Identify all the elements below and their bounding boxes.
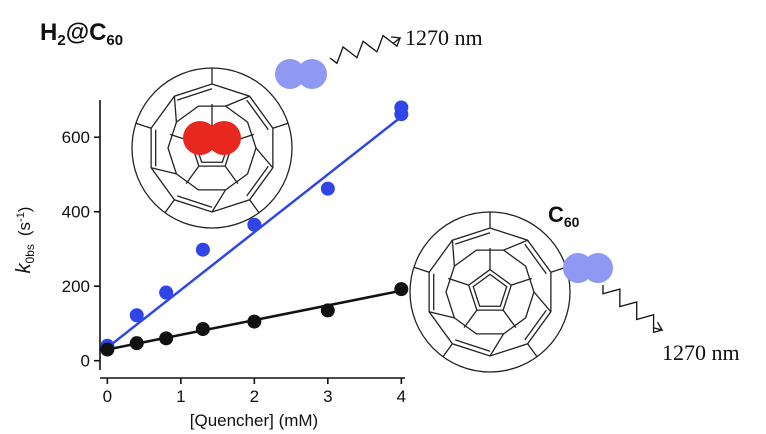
fit-line — [106, 115, 403, 349]
data-point — [320, 181, 335, 196]
data-point — [195, 322, 210, 337]
compound-label: H2@C60 — [40, 19, 123, 49]
fullerene-edge — [533, 291, 552, 313]
fullerene-edge — [246, 99, 269, 131]
hydrogen — [207, 121, 241, 155]
y-axis-label: k0bs(s-1) — [13, 207, 37, 274]
data-point — [195, 242, 210, 257]
compound-label: C60 — [548, 202, 580, 230]
data-point — [247, 217, 262, 232]
x-tick-label: 3 — [323, 387, 332, 406]
data-point — [394, 107, 409, 122]
data-point — [247, 314, 262, 329]
data-point — [159, 285, 174, 300]
fullerene-edge — [185, 165, 200, 184]
fullerene-edge — [527, 343, 538, 358]
illustration — [131, 34, 664, 373]
data-point — [100, 342, 115, 357]
fullerene-edge — [177, 195, 213, 208]
fullerene-edge — [442, 343, 453, 358]
data-point — [129, 308, 144, 323]
y-tick-label: 400 — [62, 203, 90, 222]
fullerene-face — [472, 273, 508, 307]
fullerene-edge — [173, 96, 178, 123]
fullerene-edge — [177, 88, 213, 101]
fullerene-edge — [135, 122, 152, 129]
x-axis-label: [Quencher] (mM) — [190, 411, 318, 430]
fullerene-edge — [225, 95, 250, 107]
fullerene-edge — [211, 189, 227, 213]
y-tick-label: 200 — [62, 277, 90, 296]
fullerene-edge — [463, 309, 478, 328]
data-point — [394, 282, 409, 297]
fullerene-edge — [224, 165, 239, 184]
data-point — [129, 336, 144, 351]
arrow-head — [390, 36, 402, 45]
data-point — [159, 331, 174, 346]
fullerene-edge — [255, 147, 274, 169]
photon — [329, 34, 401, 65]
fullerene-edge — [413, 266, 430, 273]
fullerene-edge — [455, 339, 491, 352]
x-tick-label: 1 — [176, 387, 185, 406]
fullerene-face — [428, 227, 552, 357]
fullerene-edge — [503, 239, 528, 251]
fullerene-edge — [524, 309, 547, 341]
oxygen — [275, 59, 305, 89]
hydrogen — [183, 121, 217, 155]
fullerene-edge — [249, 199, 260, 214]
fullerene-edge — [447, 277, 469, 286]
fullerene-edge — [246, 165, 269, 197]
fullerene-edge — [511, 277, 533, 286]
fullerene-face — [467, 268, 513, 311]
data-point — [320, 303, 335, 318]
x-tick-label: 2 — [250, 387, 259, 406]
x-tick-label: 4 — [397, 387, 406, 406]
emission-label: 1270 nm — [405, 25, 483, 50]
emission-label: 1270 nm — [662, 340, 740, 365]
fullerene-edge — [455, 232, 491, 245]
y-tick-label: 0 — [81, 352, 90, 371]
fullerene-edge — [150, 167, 177, 175]
photon — [602, 284, 663, 334]
fullerene-edge — [502, 309, 517, 328]
y-tick-label: 600 — [62, 128, 90, 147]
fullerene-edge — [451, 240, 456, 267]
oxygen — [297, 59, 327, 89]
fullerene-edge — [524, 243, 547, 275]
fullerene-edge — [164, 199, 175, 214]
fullerene-edge — [272, 122, 289, 129]
x-tick-label: 0 — [103, 387, 112, 406]
oxygen — [583, 253, 613, 283]
fullerene-edge — [428, 311, 455, 319]
fullerene-edge — [489, 333, 505, 357]
arrow-head — [653, 321, 664, 332]
